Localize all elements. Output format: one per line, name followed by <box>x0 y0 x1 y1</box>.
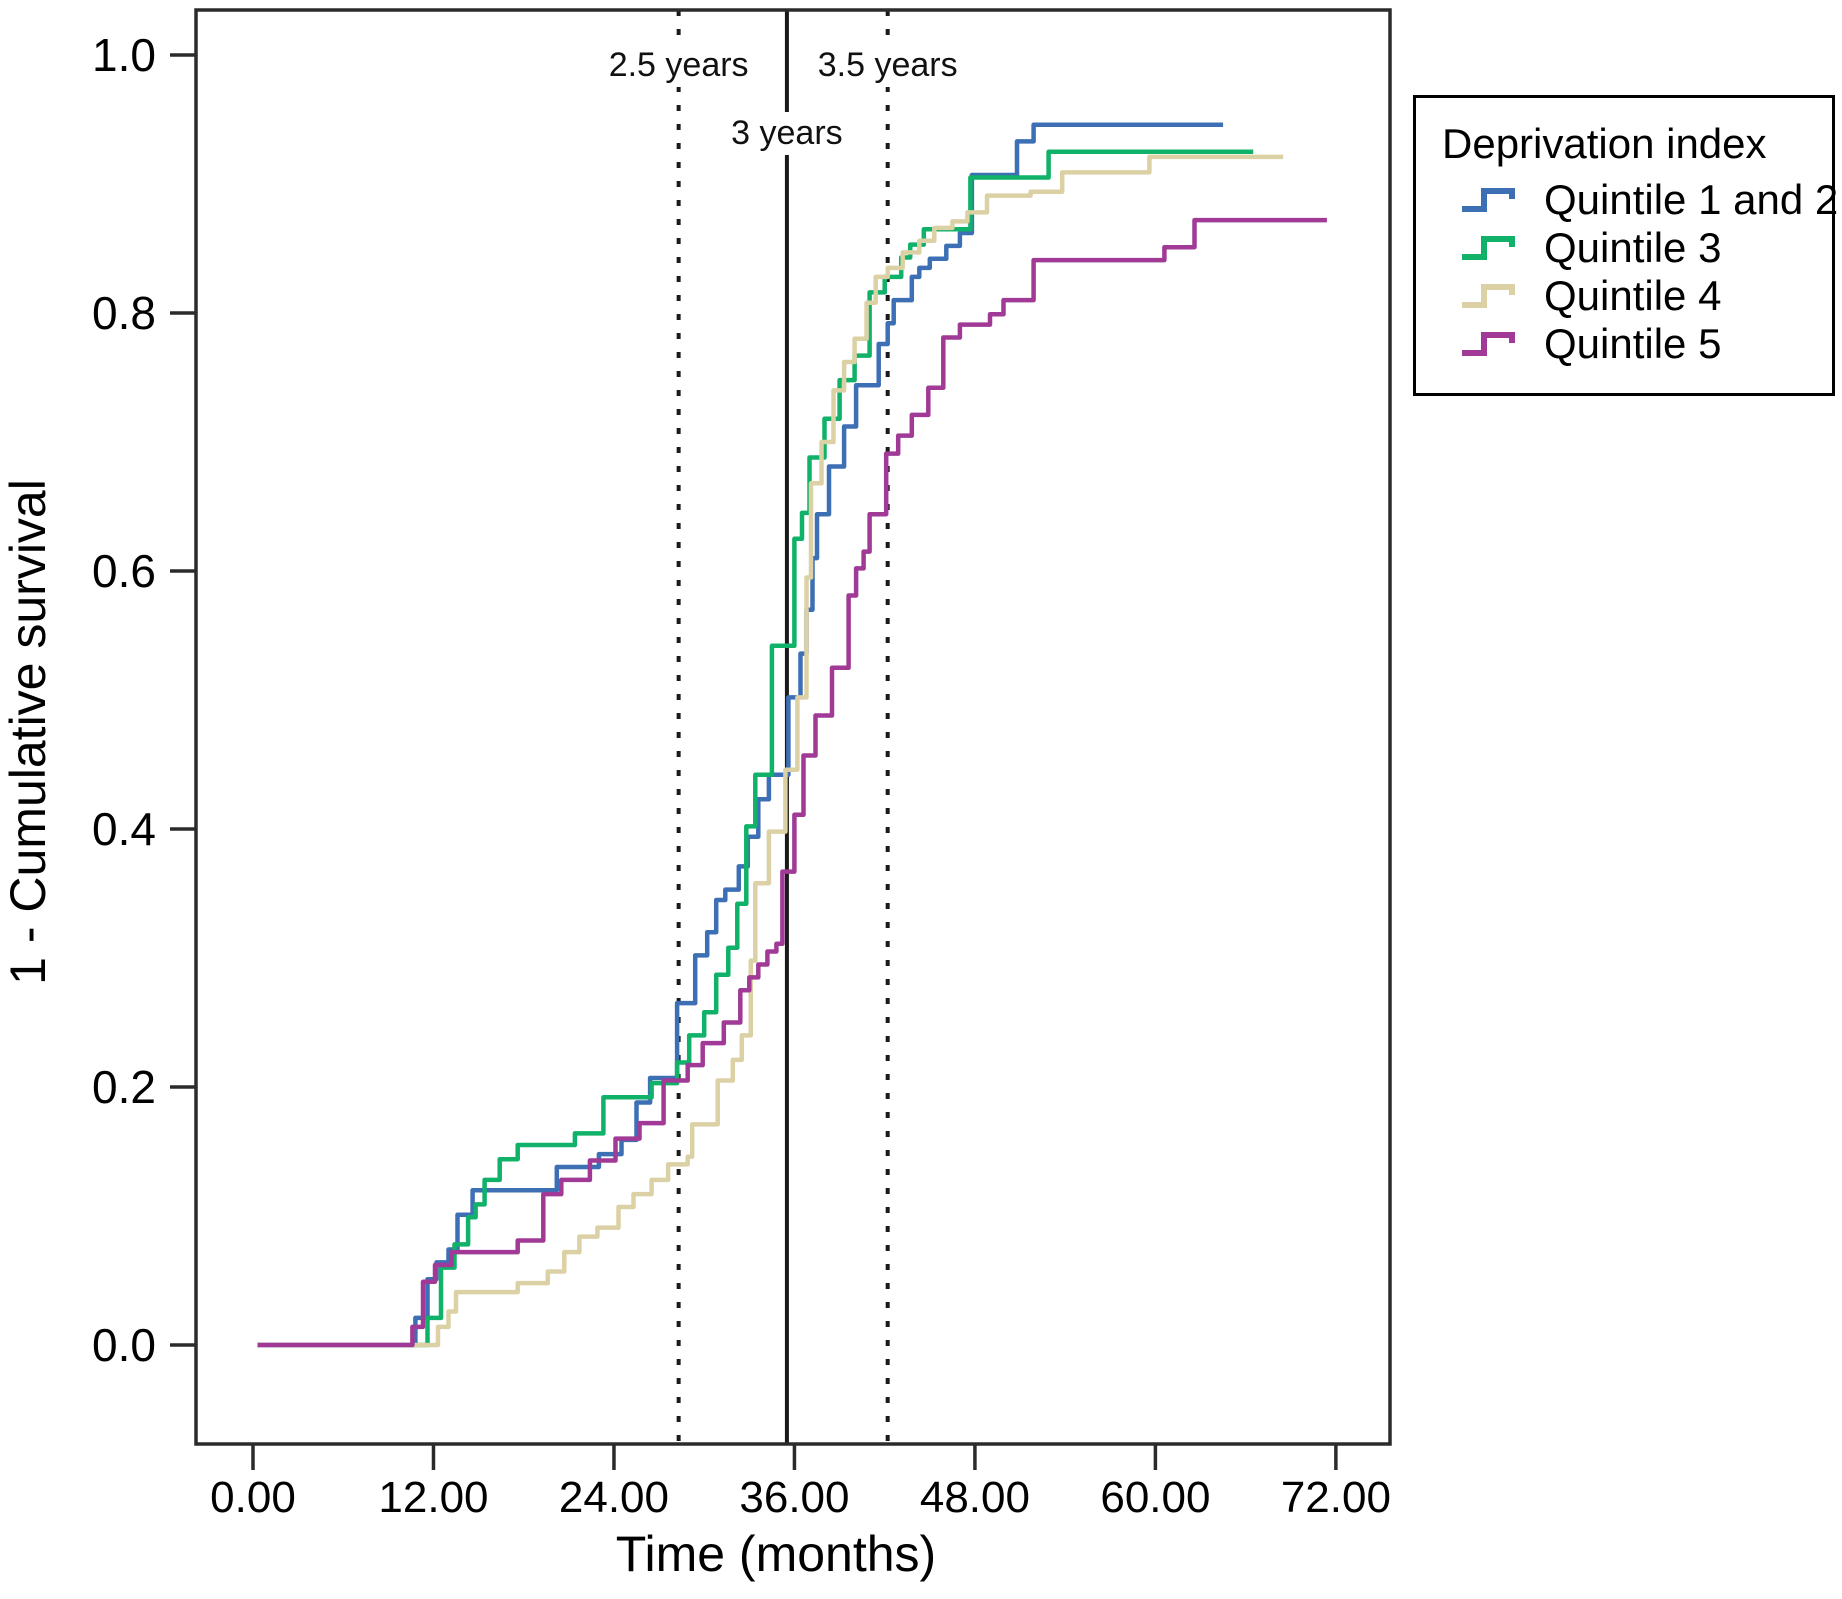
annotation-2-5-years: 2.5 years <box>598 44 759 87</box>
legend-swatch-step-icon <box>1462 236 1515 260</box>
legend-swatch-step-icon <box>1462 188 1515 212</box>
legend-item-quintile-5: Quintile 5 <box>1460 320 1816 368</box>
y-axis-title: 1 - Cumulative survival <box>0 479 56 985</box>
x-tick-label: 24.00 <box>559 1473 669 1522</box>
legend-item-label: Quintile 5 <box>1544 320 1722 367</box>
y-tick-label: 0.2 <box>92 1061 156 1113</box>
legend-item-quintile-1-and-2: Quintile 1 and 2 <box>1460 176 1838 224</box>
legend-items: Quintile 1 and 2 Quintile 3 Quintile 4 Quin… <box>1442 176 1838 368</box>
legend-item-quintile-4: Quintile 4 <box>1460 272 1816 320</box>
y-tick-label: 1.0 <box>92 29 156 81</box>
series-quintile-4 <box>257 154 1284 1348</box>
legend-swatch-step-icon <box>1462 332 1515 356</box>
legend-item-quintile-3: Quintile 3 <box>1460 224 1816 272</box>
y-tick-label: 0.4 <box>92 803 156 855</box>
x-tick-label: 48.00 <box>920 1473 1030 1522</box>
series-quintile-5 <box>257 217 1327 1348</box>
x-tick-label: 36.00 <box>739 1473 849 1522</box>
plot-frame <box>194 8 1392 1446</box>
x-tick-label: 72.00 <box>1281 1473 1391 1522</box>
legend-item-label: Quintile 1 and 2 <box>1544 176 1839 223</box>
y-tick-label: 0.8 <box>92 287 156 339</box>
legend-item-label: Quintile 4 <box>1544 272 1722 319</box>
legend: Deprivation index Quintile 1 and 2 Quinti… <box>1413 95 1838 396</box>
series-quintile-1-and-2 <box>257 122 1224 1348</box>
x-tick-label: 12.00 <box>378 1473 488 1522</box>
legend-title: Deprivation index <box>1442 120 1767 167</box>
annotation-3-5-years: 3.5 years <box>807 44 968 87</box>
y-tick-label: 0.6 <box>92 545 156 597</box>
x-tick-label: 0.00 <box>210 1473 296 1522</box>
annotation-3-years: 3 years <box>721 112 853 155</box>
series-quintile-3 <box>257 149 1254 1348</box>
legend-swatch-step-icon <box>1462 284 1515 308</box>
x-tick-label: 60.00 <box>1100 1473 1210 1522</box>
legend-item-label: Quintile 3 <box>1544 224 1722 271</box>
y-tick-label: 0.0 <box>92 1319 156 1371</box>
x-axis-title: Time (months) <box>615 1526 937 1582</box>
